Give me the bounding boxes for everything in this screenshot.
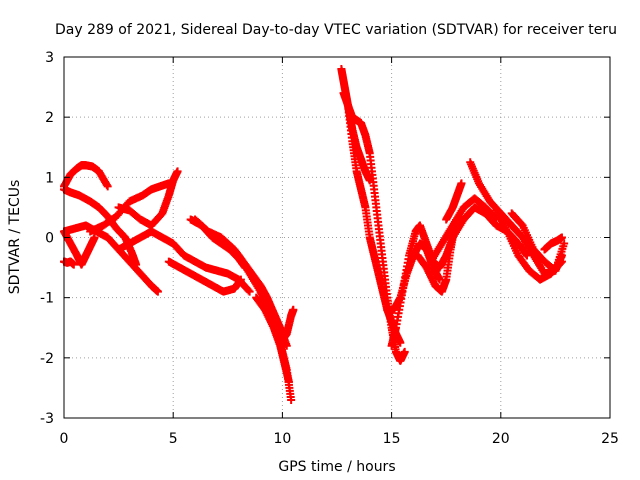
series-arc-a: [60, 161, 112, 191]
data-point-marker: [400, 347, 409, 356]
chart-title: Day 289 of 2021, Sidereal Day-to-day VTE…: [55, 22, 617, 38]
x-tick-label: 5: [169, 431, 178, 447]
y-tick-label: 0: [45, 231, 54, 247]
data-series: [60, 65, 569, 404]
data-point-marker: [557, 251, 566, 260]
data-point-marker: [560, 239, 569, 248]
series-arc-g: [114, 227, 254, 296]
y-tick-label: 3: [45, 50, 54, 66]
x-tick-label: 15: [383, 431, 401, 447]
data-point-marker: [284, 377, 293, 386]
data-point-marker: [90, 233, 99, 242]
data-point-marker: [289, 305, 298, 314]
y-tick-label: -2: [40, 351, 54, 367]
series-arc-s: [387, 221, 457, 350]
grid-lines: [64, 57, 610, 418]
series-arc-f: [86, 179, 173, 236]
data-point-marker: [173, 167, 182, 176]
series-arc-m: [252, 293, 293, 386]
x-tick-label: 10: [273, 431, 291, 447]
series-arc-h: [114, 167, 182, 230]
series-arc-n: [256, 287, 298, 344]
axis-ticks: [63, 56, 611, 419]
series-arc-z: [507, 209, 566, 275]
y-tick-label: -1: [40, 291, 54, 307]
x-axis-label: GPS time / hours: [278, 459, 395, 475]
data-point-marker: [236, 275, 245, 284]
data-point-marker: [245, 287, 254, 296]
series-arc-q: [339, 89, 405, 347]
series-arc-i: [164, 257, 245, 296]
series-arc-y: [492, 206, 566, 284]
data-point-marker: [287, 395, 296, 404]
x-tick-label: 25: [601, 431, 619, 447]
series-arc-v: [442, 179, 466, 224]
data-point-marker: [103, 182, 112, 191]
y-tick-label: 2: [45, 110, 54, 126]
x-tick-label: 0: [60, 431, 69, 447]
data-point-marker: [153, 287, 162, 296]
y-axis-label: SDTVAR / TECUs: [7, 180, 23, 295]
series-arc-e: [60, 257, 78, 269]
y-tick-label: 1: [45, 170, 54, 186]
x-tick-label: 20: [492, 431, 510, 447]
series-arc-p: [343, 101, 409, 365]
data-point-marker: [396, 338, 405, 347]
y-tick-label: -3: [40, 411, 54, 427]
axis-tick-labels: 0 5 10 15 20 25 -3 -2 -1 0 1 2 3: [40, 50, 619, 447]
data-point-marker: [557, 233, 566, 242]
series-arc-aa: [540, 233, 566, 254]
data-point-marker: [244, 286, 253, 295]
data-point-marker: [457, 179, 466, 188]
data-point-marker: [69, 260, 78, 269]
